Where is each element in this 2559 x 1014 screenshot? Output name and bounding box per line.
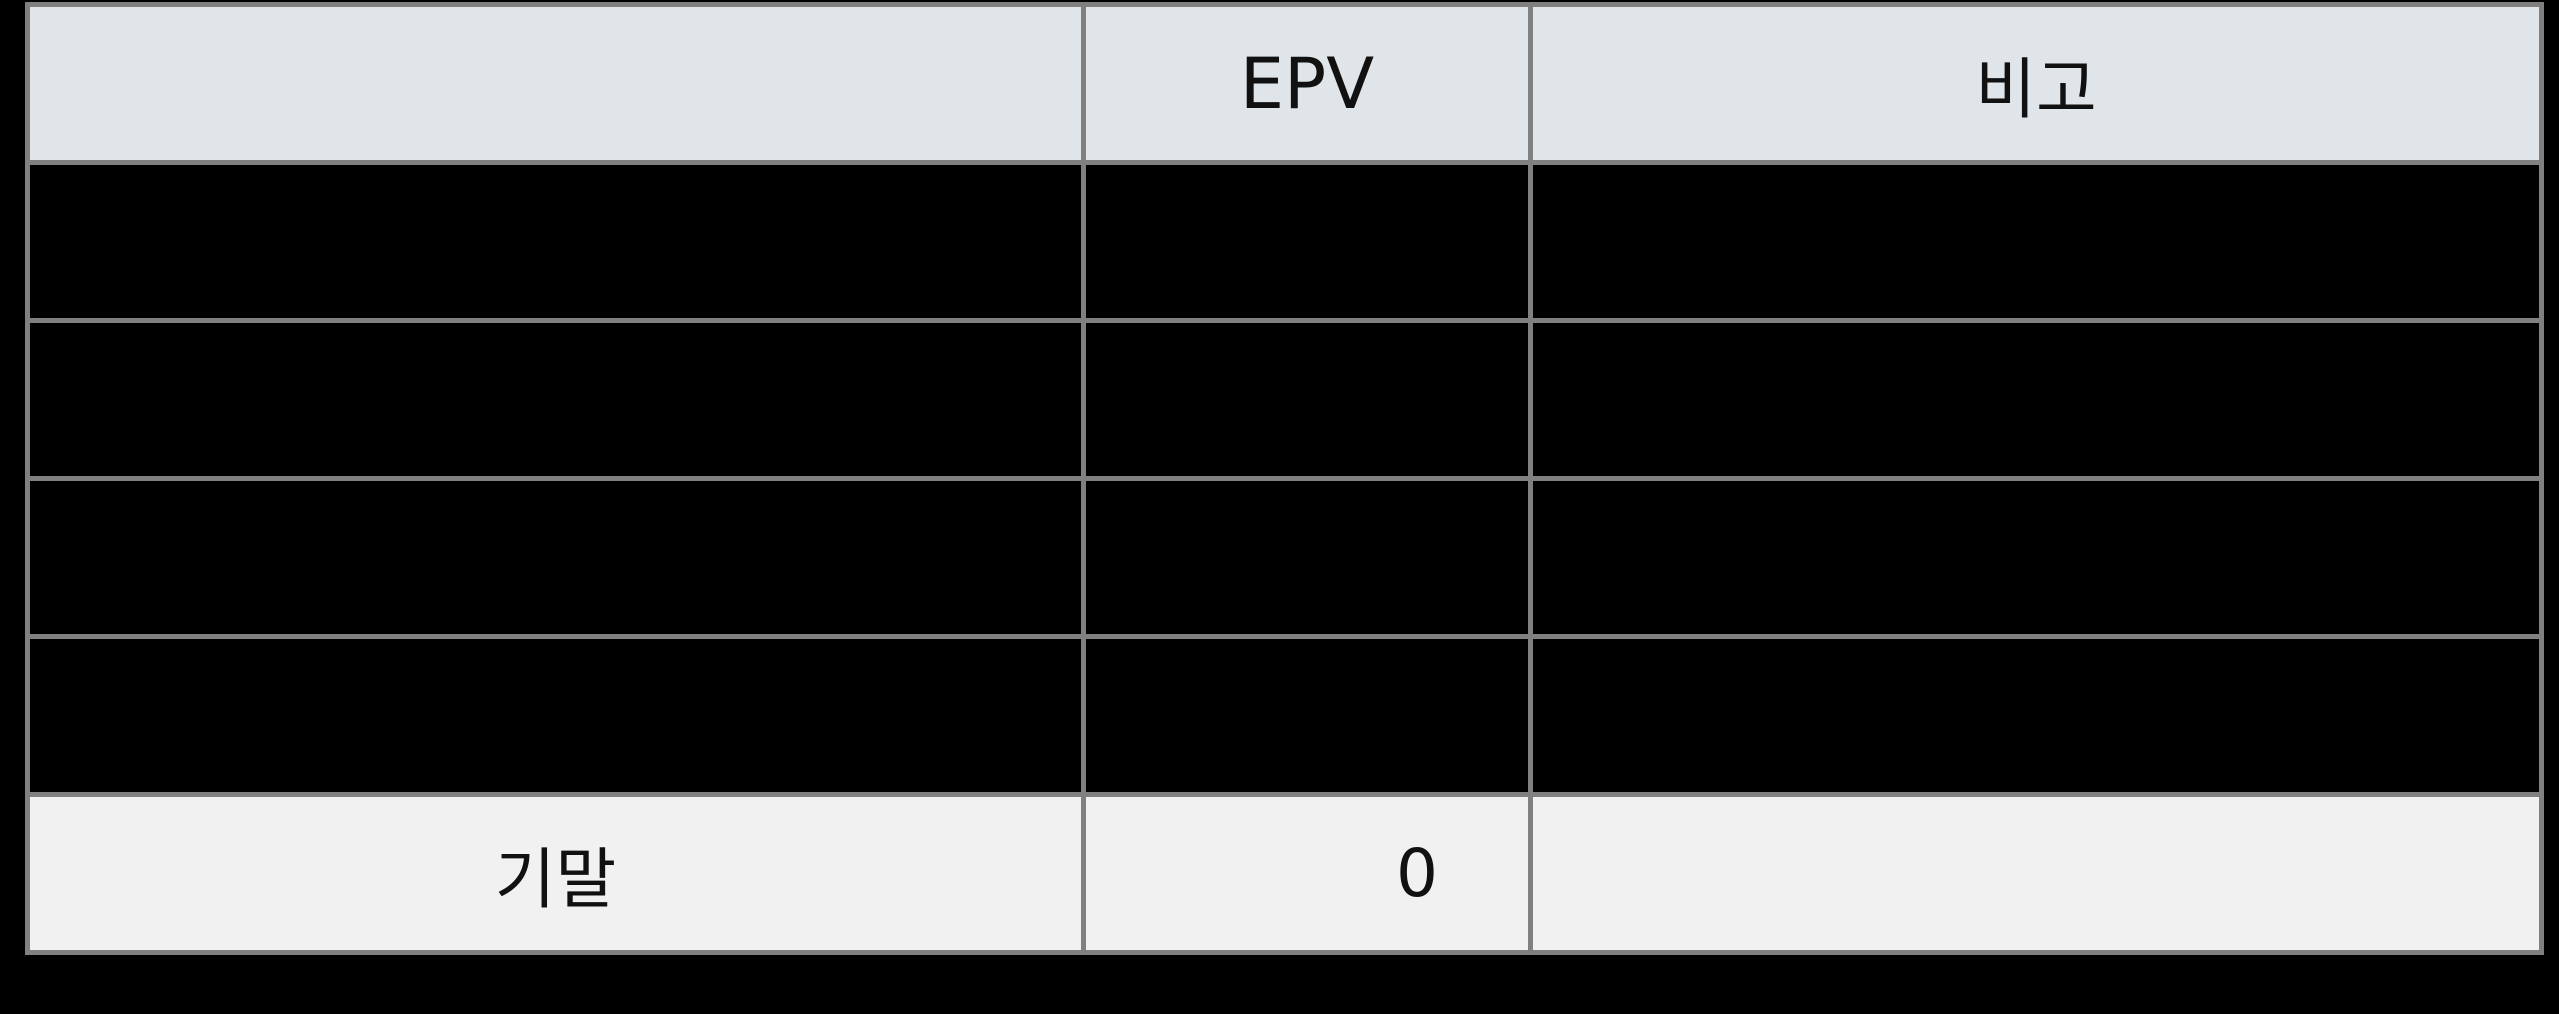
footer-note-cell[interactable] <box>1528 792 2544 955</box>
row-epv-cell[interactable] <box>1081 160 1533 323</box>
row-epv-cell[interactable] <box>1081 318 1533 481</box>
footer-epv-cell[interactable]: 0 <box>1081 792 1533 955</box>
row-label-cell[interactable] <box>25 318 1086 481</box>
table-row <box>25 634 2544 797</box>
footer-label-cell[interactable]: 기말 <box>25 792 1086 955</box>
row-label-cell[interactable] <box>25 634 1086 797</box>
row-label-cell[interactable] <box>25 160 1086 323</box>
header-cell-epv[interactable]: EPV <box>1081 2 1533 165</box>
row-epv-cell[interactable] <box>1081 476 1533 639</box>
row-note-cell[interactable] <box>1528 160 2544 323</box>
row-label-cell[interactable] <box>25 476 1086 639</box>
row-epv-cell[interactable] <box>1081 634 1533 797</box>
row-note-cell[interactable] <box>1528 634 2544 797</box>
epv-table: EPV 비고 기말 0 <box>25 2 2544 955</box>
header-cell-note[interactable]: 비고 <box>1528 2 2544 165</box>
row-note-cell[interactable] <box>1528 476 2544 639</box>
row-note-cell[interactable] <box>1528 318 2544 481</box>
header-row: EPV 비고 <box>25 2 2544 165</box>
table-row <box>25 318 2544 481</box>
table-row <box>25 476 2544 639</box>
table-row <box>25 160 2544 323</box>
footer-row: 기말 0 <box>25 792 2544 955</box>
header-cell-label[interactable] <box>25 2 1086 165</box>
